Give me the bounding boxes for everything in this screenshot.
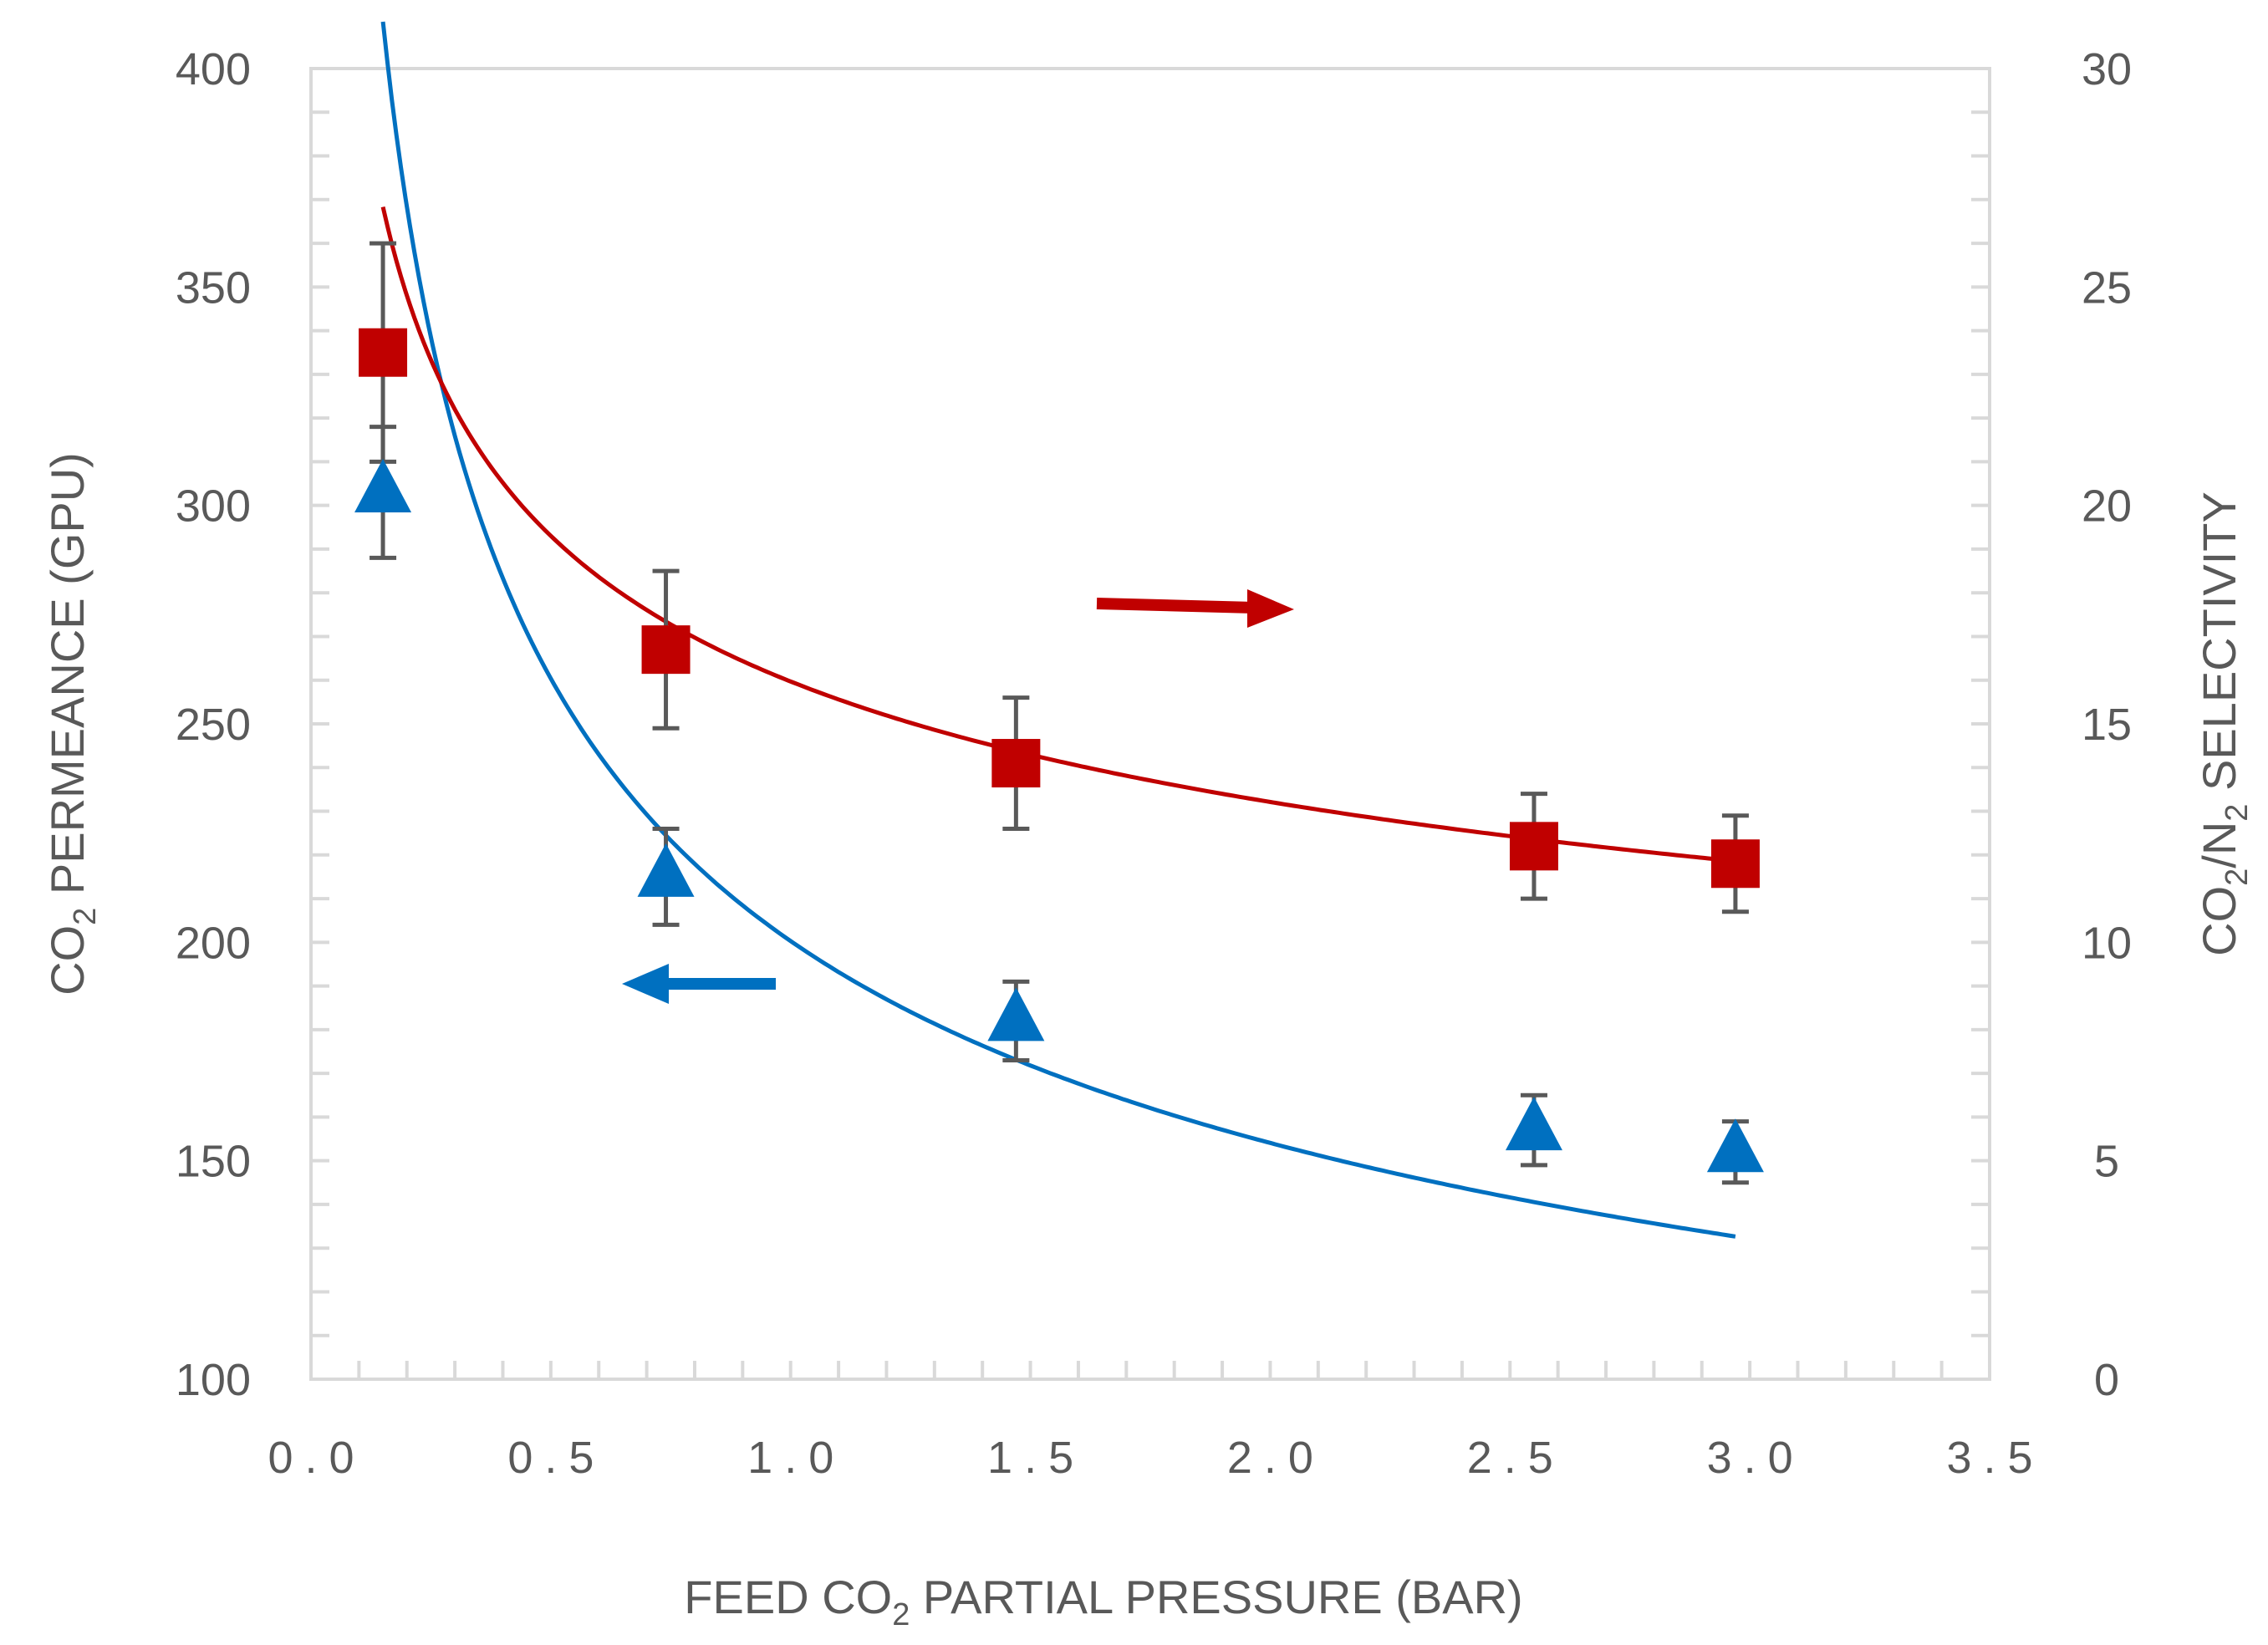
plot-area-frame: [309, 67, 1991, 1381]
y-right-tick-label: 5: [2094, 1137, 2119, 1187]
permeance-point: [354, 458, 412, 512]
y-right-tick-label: 25: [2082, 262, 2132, 313]
y-left-tick-labels: 100 150 200 250 300 350 400: [176, 44, 251, 1405]
y-right-axis-title: CO2/N2 SELECTIVITY: [2193, 491, 2255, 956]
permeance-point: [987, 987, 1045, 1041]
x-tick-label: 2.5: [1467, 1433, 1565, 1483]
x-tick-label: 0.5: [507, 1433, 605, 1483]
y-left-minor-ticks: [313, 110, 329, 1337]
y-right-tick-label: 30: [2082, 44, 2132, 94]
x-tick-label: 0.0: [268, 1433, 365, 1483]
x-axis-title: FEED CO2 PARTIAL PRESSURE (BAR): [684, 1571, 1522, 1632]
y-right-tick-labels: 0 5 10 15 20 25 30: [2082, 44, 2132, 1405]
x-tick-label: 2.0: [1227, 1433, 1325, 1483]
x-minor-ticks: [357, 1361, 1944, 1378]
selectivity-fit-line: [380, 206, 1736, 863]
y-right-tick-label: 15: [2082, 700, 2132, 750]
selectivity-point: [1710, 839, 1760, 889]
series-errorbars: [370, 241, 1749, 1185]
y-left-tick-label: 400: [176, 44, 251, 94]
y-left-tick-label: 350: [176, 262, 251, 313]
series-markers: [354, 328, 1764, 1173]
permeance-fit-line: [380, 21, 1736, 1239]
permeance-point: [1505, 1097, 1562, 1151]
permeance-point: [637, 843, 695, 897]
x-tick-label: 1.0: [747, 1433, 845, 1483]
y-right-tick-label: 20: [2082, 481, 2132, 532]
y-left-tick-label: 150: [176, 1137, 251, 1187]
selectivity-point: [641, 625, 691, 675]
x-tick-label: 3.5: [1946, 1433, 2044, 1483]
y-left-tick-label: 100: [176, 1355, 251, 1405]
y-right-tick-label: 0: [2094, 1355, 2119, 1405]
x-tick-label: 3.0: [1707, 1433, 1805, 1483]
permeance-point: [1706, 1118, 1764, 1173]
right-axis-arrow: [1096, 589, 1294, 628]
left-axis-arrow: [622, 964, 776, 1004]
y-right-minor-ticks: [1971, 110, 1988, 1337]
x-tick-label: 1.5: [987, 1433, 1085, 1483]
y-left-tick-label: 250: [176, 700, 251, 750]
selectivity-point: [1509, 822, 1558, 871]
y-left-tick-label: 200: [176, 918, 251, 968]
y-left-axis-title: CO2 PERMEANCE (GPU): [41, 452, 103, 996]
y-left-tick-label: 300: [176, 481, 251, 532]
selectivity-point: [991, 739, 1041, 788]
series-fits: [380, 21, 1736, 1239]
y-right-tick-label: 10: [2082, 918, 2132, 968]
x-tick-labels: 0.0 0.5 1.0 1.5 2.0 2.5 3.0 3.5: [268, 1433, 2044, 1483]
selectivity-point: [359, 328, 408, 377]
